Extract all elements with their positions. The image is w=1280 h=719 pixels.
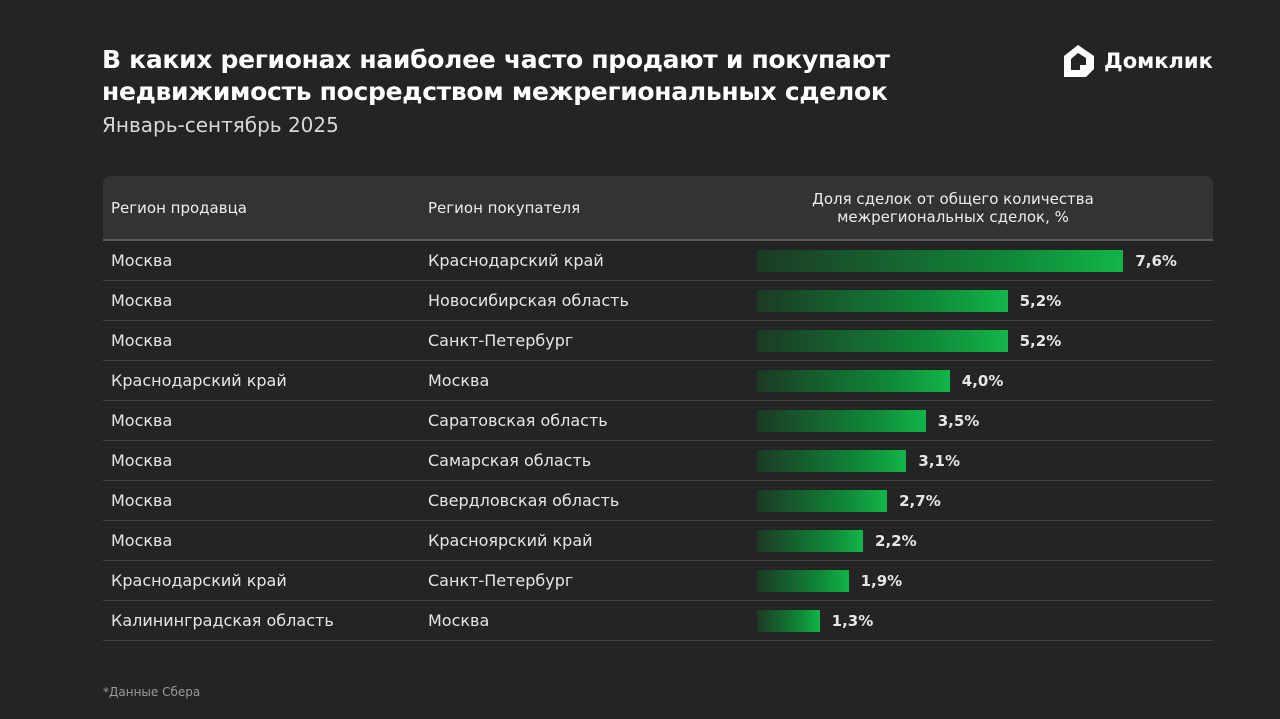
table-row: Москва Саратовская область 3,5% <box>103 401 1213 441</box>
table-row: Москва Краснодарский край 7,6% <box>103 241 1213 281</box>
bar-value-label: 4,0% <box>961 371 1004 390</box>
table-row: Москва Свердловская область 2,7% <box>103 481 1213 521</box>
subtitle: Январь-сентябрь 2025 <box>102 113 339 137</box>
buyer-cell: Новосибирская область <box>428 291 629 310</box>
table-row: Краснодарский край Санкт-Петербург 1,9% <box>103 561 1213 601</box>
table-row: Москва Самарская область 3,1% <box>103 441 1213 481</box>
table-header: Регион продавца Регион покупателя Доля с… <box>103 176 1213 241</box>
house-logo-icon <box>1064 45 1094 77</box>
bar-value-label: 3,1% <box>918 451 961 470</box>
seller-cell: Москва <box>111 491 173 510</box>
header-share: Доля сделок от общего количества межреги… <box>758 176 1148 239</box>
seller-cell: Москва <box>111 411 173 430</box>
bar-value-label: 2,2% <box>875 531 917 550</box>
bar <box>757 490 888 512</box>
header-seller: Регион продавца <box>111 198 247 217</box>
bar <box>757 370 950 392</box>
bar-value-label: 1,3% <box>831 611 874 630</box>
seller-cell: Краснодарский край <box>111 571 287 590</box>
table-row: Краснодарский край Москва 4,0% <box>103 361 1213 401</box>
bar <box>757 330 1008 352</box>
title-line-2: недвижимость посредством межрегиональных… <box>102 77 888 106</box>
logo: Домклик <box>1060 43 1213 79</box>
buyer-cell: Саратовская область <box>428 411 608 430</box>
bar-value-label: 5,2% <box>1019 291 1062 310</box>
seller-cell: Москва <box>111 251 173 270</box>
bar-value-label: 3,5% <box>937 411 980 430</box>
bar-value-label: 7,6% <box>1135 251 1177 270</box>
buyer-cell: Краснодарский край <box>428 251 604 270</box>
buyer-cell: Красноярский край <box>428 531 593 550</box>
buyer-cell: Санкт-Петербург <box>428 331 574 350</box>
bar <box>757 450 907 472</box>
seller-cell: Краснодарский край <box>111 371 287 390</box>
data-table: Регион продавца Регион покупателя Доля с… <box>103 176 1213 641</box>
seller-cell: Москва <box>111 531 173 550</box>
footnote: *Данные Сбера <box>103 685 201 699</box>
header-share-line2: межрегиональных сделок, % <box>837 207 1069 226</box>
title-line-1: В каких регионах наиболее часто продают … <box>102 45 890 74</box>
bar <box>757 290 1008 312</box>
table-row: Москва Новосибирская область 5,2% <box>103 281 1213 321</box>
bar <box>757 610 820 632</box>
table-row: Москва Санкт-Петербург 5,2% <box>103 321 1213 361</box>
buyer-cell: Свердловская область <box>428 491 620 510</box>
buyer-cell: Москва <box>428 371 490 390</box>
table-row: Калининградская область Москва 1,3% <box>103 601 1213 641</box>
logo-text: Домклик <box>1104 49 1213 73</box>
page-title: В каких регионах наиболее часто продают … <box>102 44 890 108</box>
bar-value-label: 2,7% <box>899 491 941 510</box>
seller-cell: Москва <box>111 331 173 350</box>
header-buyer: Регион покупателя <box>428 198 581 217</box>
seller-cell: Москва <box>111 291 173 310</box>
table-body: Москва Краснодарский край 7,6% Москва Новоси… <box>103 241 1213 641</box>
buyer-cell: Москва <box>428 611 490 630</box>
table-row: Москва Красноярский край 2,2% <box>103 521 1213 561</box>
bar <box>757 410 926 432</box>
seller-cell: Калининградская область <box>111 611 334 630</box>
header-share-line1: Доля сделок от общего количества <box>812 189 1094 208</box>
bar <box>757 250 1124 272</box>
buyer-cell: Санкт-Петербург <box>428 571 574 590</box>
bar-value-label: 5,2% <box>1019 331 1062 350</box>
bar <box>757 530 864 552</box>
bar <box>757 570 849 592</box>
buyer-cell: Самарская область <box>428 451 592 470</box>
seller-cell: Москва <box>111 451 173 470</box>
bar-value-label: 1,9% <box>860 571 903 590</box>
